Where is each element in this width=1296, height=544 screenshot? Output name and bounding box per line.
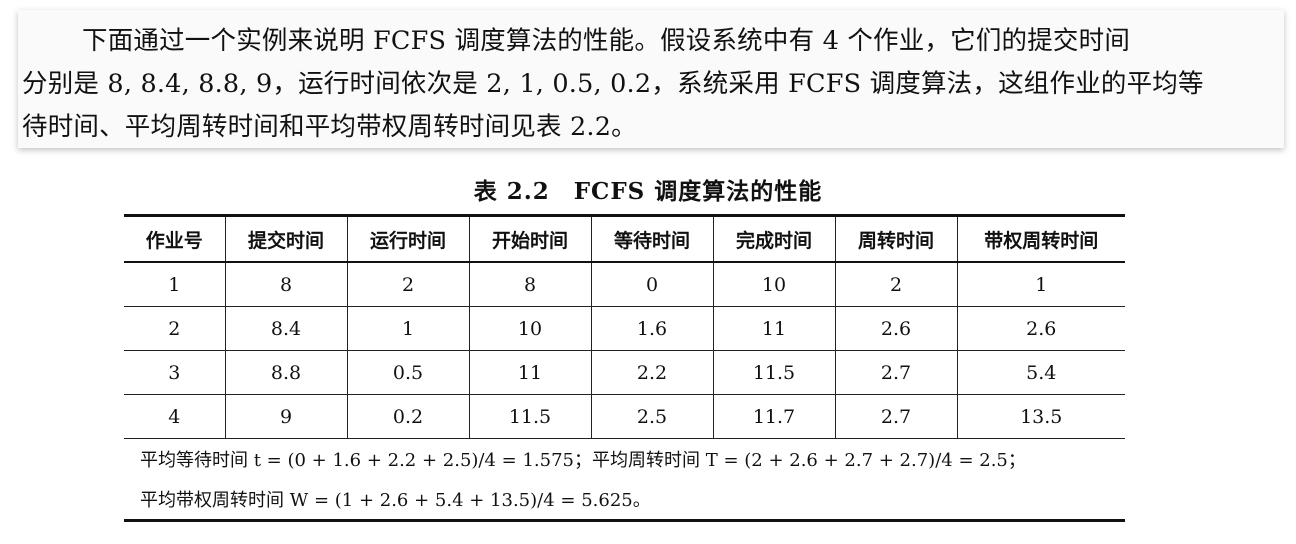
header-submit-time: 提交时间: [224, 215, 347, 262]
header-wait-time: 等待时间: [590, 215, 713, 262]
summary-line-2: 平均带权周转时间 W = (1 + 2.6 + 5.4 + 13.5)/4 = …: [140, 490, 651, 511]
intro-paragraph: 下面通过一个实例来说明 FCFS 调度算法的性能。假设系统中有 4 个作业，它们…: [18, 10, 1284, 148]
header-weighted-turnaround: 带权周转时间: [956, 215, 1125, 262]
table-cell: 11: [712, 306, 835, 351]
table-cell: 1.6: [590, 306, 713, 351]
table-cell: 2: [346, 262, 469, 307]
table-cell: 2.7: [834, 394, 957, 439]
table-cell: 2: [834, 262, 957, 307]
table-cell: 0.5: [346, 350, 469, 395]
table-cell: 10: [712, 262, 835, 307]
summary-line-1: 平均等待时间 t = (0 + 1.6 + 2.2 + 2.5)/4 = 1.5…: [140, 450, 1026, 471]
table-cell: 8: [468, 262, 591, 307]
table-cell: 2.2: [590, 350, 713, 395]
fcfs-performance-table: 作业号 提交时间 运行时间 开始时间 等待时间 完成时间 周转时间 带权周转时间…: [124, 214, 1125, 439]
table-cell: 9: [224, 394, 347, 439]
header-run-time: 运行时间: [346, 215, 469, 262]
table-cell: 10: [468, 306, 591, 351]
paragraph-line-1: 下面通过一个实例来说明 FCFS 调度算法的性能。假设系统中有 4 个作业，它们…: [82, 26, 1131, 56]
table-header-row: 作业号 提交时间 运行时间 开始时间 等待时间 完成时间 周转时间 带权周转时间: [124, 215, 1125, 262]
table-cell: 11.7: [712, 394, 835, 439]
paragraph-line-3: 待时间、平均周转时间和平均带权周转时间见表 2.2。: [22, 112, 637, 142]
table-row: 1 8 2 8 0 10 2 1: [124, 262, 1125, 307]
paragraph-line-2: 分别是 8, 8.4, 8.8, 9，运行时间依次是 2, 1, 0.5, 0.…: [22, 69, 1204, 99]
table-cell: 2.6: [956, 306, 1125, 351]
table-cell: 1: [956, 262, 1125, 307]
table-title: 表 2.2 FCFS 调度算法的性能: [473, 178, 823, 205]
table-cell: 4: [124, 394, 225, 439]
table-cell: 2.7: [834, 350, 957, 395]
table-cell: 5.4: [956, 350, 1125, 395]
table-cell: 0: [590, 262, 713, 307]
table-cell: 8.8: [224, 350, 347, 395]
table-cell: 8.4: [224, 306, 347, 351]
table-cell: 1: [346, 306, 469, 351]
header-finish-time: 完成时间: [712, 215, 835, 262]
table-cell: 11: [468, 350, 591, 395]
table-row: 2 8.4 1 10 1.6 11 2.6 2.6: [124, 306, 1125, 351]
table-summary: 平均等待时间 t = (0 + 1.6 + 2.2 + 2.5)/4 = 1.5…: [124, 432, 1125, 522]
table-cell: 2: [124, 306, 225, 351]
table-cell: 3: [124, 350, 225, 395]
table-cell: 11.5: [468, 394, 591, 439]
table-cell: 2.6: [834, 306, 957, 351]
table-cell: 13.5: [956, 394, 1125, 439]
table-cell: 0.2: [346, 394, 469, 439]
table-row: 4 9 0.2 11.5 2.5 11.7 2.7 13.5: [124, 394, 1125, 439]
table-row: 3 8.8 0.5 11 2.2 11.5 2.7 5.4: [124, 350, 1125, 395]
table-cell: 11.5: [712, 350, 835, 395]
table-cell: 2.5: [590, 394, 713, 439]
header-start-time: 开始时间: [468, 215, 591, 262]
header-job-id: 作业号: [145, 229, 203, 252]
table-cell: 1: [124, 262, 225, 307]
header-turnaround-time: 周转时间: [834, 215, 957, 262]
table-cell: 8: [224, 262, 347, 307]
